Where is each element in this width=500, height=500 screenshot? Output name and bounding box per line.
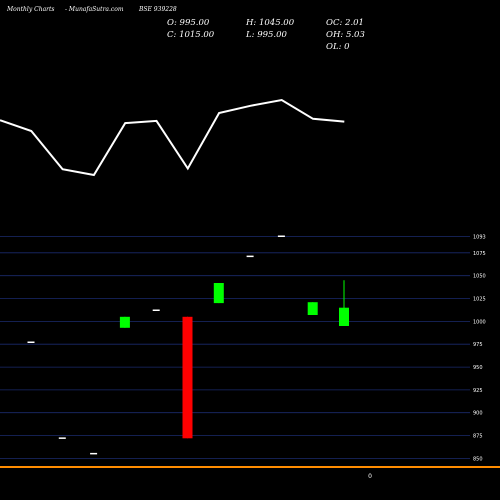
y-tick-label: 1025 bbox=[473, 297, 486, 303]
candle-body bbox=[58, 437, 66, 439]
y-tick-label: 850 bbox=[473, 456, 483, 462]
high-value: H: 1045.00 bbox=[246, 18, 295, 28]
candle-body bbox=[213, 283, 224, 304]
candle-body bbox=[90, 452, 98, 455]
low-value: L: 995.00 bbox=[246, 30, 287, 40]
oh-value: OH: 5.03 bbox=[326, 30, 365, 40]
candle-body bbox=[246, 255, 254, 258]
y-tick-label: 925 bbox=[473, 388, 483, 394]
candle-body bbox=[277, 235, 285, 237]
candle-body bbox=[152, 309, 160, 311]
y-tick-label: 1050 bbox=[473, 274, 486, 280]
oc-value: OC: 2.01 bbox=[326, 18, 364, 28]
candle bbox=[213, 283, 224, 304]
candle-body bbox=[339, 307, 349, 326]
candle bbox=[27, 341, 35, 343]
ol-value: OL: 0 bbox=[326, 42, 350, 52]
y-tick-label: 1000 bbox=[473, 319, 486, 325]
y-tick-label: 950 bbox=[473, 365, 483, 371]
candle bbox=[90, 452, 98, 455]
y-tick-label: 1093 bbox=[473, 234, 486, 240]
price-grid bbox=[0, 235, 470, 459]
candle bbox=[339, 280, 349, 326]
symbol-label: BSE 939228 bbox=[139, 6, 177, 13]
y-tick-label: 1075 bbox=[473, 251, 486, 257]
indicator-line bbox=[0, 98, 345, 177]
indicator-line-panel bbox=[0, 98, 345, 177]
candle bbox=[246, 255, 254, 258]
candle-body bbox=[119, 316, 130, 328]
candle bbox=[58, 437, 66, 439]
y-tick-label: 975 bbox=[473, 342, 483, 348]
close-value: C: 1015.00 bbox=[167, 30, 215, 40]
candle bbox=[277, 235, 285, 237]
y-tick-label: 900 bbox=[473, 411, 483, 417]
y-tick-label: 875 bbox=[473, 434, 483, 440]
x-axis-marker: 0 bbox=[368, 473, 372, 480]
source-label: - MunafaSutra.com bbox=[65, 6, 124, 13]
price-axis: 1093 1075 1050 1025 1000 975 950 925 900 875 850 bbox=[473, 234, 486, 462]
open-value: O: 995.00 bbox=[167, 18, 210, 28]
candle bbox=[182, 316, 193, 439]
candle-body bbox=[307, 302, 318, 315]
candle bbox=[152, 309, 160, 311]
candle bbox=[307, 302, 318, 315]
candlestick-series bbox=[27, 235, 349, 455]
candle-body bbox=[182, 316, 193, 439]
candle-body bbox=[27, 341, 35, 343]
brand-label: Monthly Charts bbox=[7, 6, 55, 13]
candle bbox=[119, 316, 130, 328]
